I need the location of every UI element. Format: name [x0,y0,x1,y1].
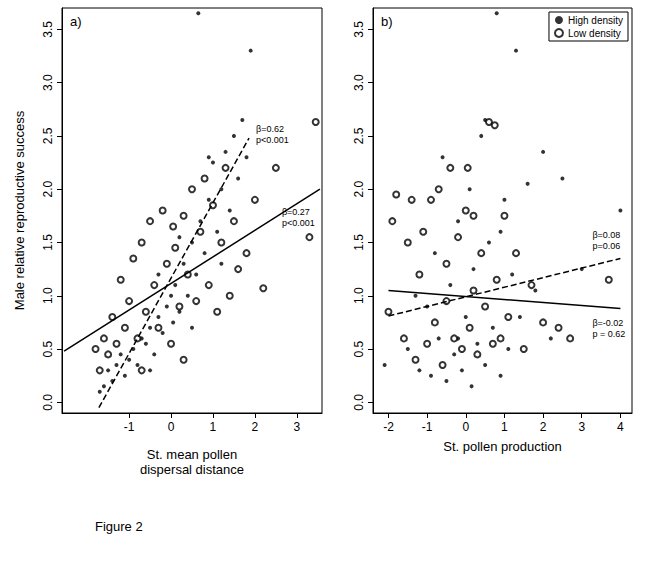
svg-text:3: 3 [578,420,585,434]
svg-text:3.0: 3.0 [352,74,366,91]
svg-text:β=0.27: β=0.27 [282,207,310,217]
svg-text:-1: -1 [422,420,433,434]
svg-text:β=-0.02: β=-0.02 [592,318,623,328]
svg-text:Low density: Low density [568,28,621,39]
svg-text:Figure 2: Figure 2 [95,519,143,534]
svg-text:2.5: 2.5 [41,127,55,144]
svg-text:2.5: 2.5 [352,127,366,144]
svg-text:0.5: 0.5 [352,340,366,357]
svg-text:-2: -2 [383,420,394,434]
svg-text:1.5: 1.5 [41,234,55,251]
svg-text:St. mean pollen: St. mean pollen [147,447,237,462]
svg-text:dispersal distance: dispersal distance [140,462,244,477]
svg-text:1.5: 1.5 [352,234,366,251]
svg-text:-1: -1 [124,420,135,434]
svg-text:b): b) [381,14,393,29]
svg-text:St. pollen production: St. pollen production [443,439,562,454]
svg-text:1.0: 1.0 [41,287,55,304]
svg-text:3.5: 3.5 [352,21,366,38]
svg-text:0.0: 0.0 [41,394,55,411]
svg-text:p<0.001: p<0.001 [282,218,315,228]
svg-text:0.5: 0.5 [41,340,55,357]
svg-text:p=0.06: p=0.06 [592,241,620,251]
svg-text:3.5: 3.5 [41,21,55,38]
svg-text:Male relative reproductive suc: Male relative reproductive success [12,110,27,310]
svg-text:β=0.62: β=0.62 [256,124,284,134]
svg-text:0.0: 0.0 [352,394,366,411]
svg-text:4: 4 [617,420,624,434]
svg-text:1: 1 [501,420,508,434]
svg-text:1.0: 1.0 [352,287,366,304]
svg-text:0: 0 [462,420,469,434]
svg-text:High density: High density [568,15,623,26]
svg-text:p = 0.62: p = 0.62 [592,329,625,339]
svg-text:2.0: 2.0 [352,181,366,198]
svg-text:3.0: 3.0 [41,74,55,91]
svg-text:p<0.001: p<0.001 [256,135,289,145]
svg-text:a): a) [70,14,82,29]
svg-text:2: 2 [540,420,547,434]
svg-text:2.0: 2.0 [41,181,55,198]
svg-text:2: 2 [252,420,259,434]
svg-text:0: 0 [168,420,175,434]
svg-text:3: 3 [293,420,300,434]
svg-text:β=0.08: β=0.08 [592,230,620,240]
svg-text:1: 1 [210,420,217,434]
